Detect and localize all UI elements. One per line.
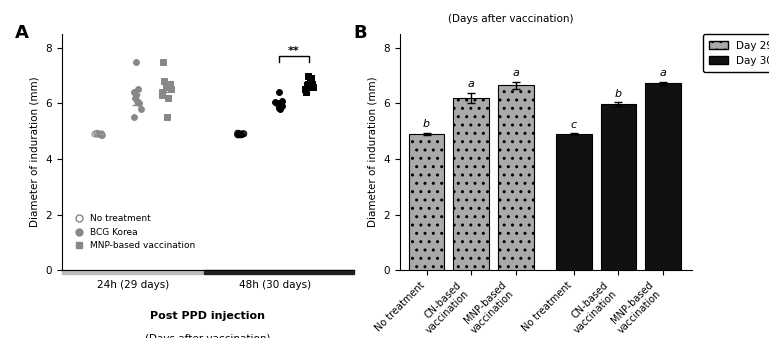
Point xyxy=(273,101,285,106)
Bar xyxy=(204,270,354,274)
Text: c: c xyxy=(571,120,577,129)
Point xyxy=(161,84,174,89)
Point xyxy=(130,92,142,98)
Point xyxy=(131,98,143,103)
Point xyxy=(238,131,250,137)
Point xyxy=(300,90,312,95)
Point xyxy=(233,132,245,138)
Text: a: a xyxy=(512,68,519,78)
Point xyxy=(161,95,174,100)
Point xyxy=(96,133,108,138)
Point xyxy=(95,131,108,137)
Point xyxy=(301,82,314,88)
Point xyxy=(276,103,288,109)
Point xyxy=(237,131,249,137)
Point xyxy=(273,90,285,95)
Point xyxy=(301,81,314,87)
Point xyxy=(233,131,245,137)
Point xyxy=(301,84,314,89)
Point xyxy=(91,131,103,137)
Point xyxy=(235,131,248,137)
Bar xyxy=(556,134,591,270)
Legend: No treatment, BCG Korea, MNP-based vaccination: No treatment, BCG Korea, MNP-based vacci… xyxy=(66,211,199,254)
Point xyxy=(95,131,108,137)
Point xyxy=(233,131,245,137)
Point xyxy=(133,101,145,106)
Text: b: b xyxy=(423,119,430,129)
Point xyxy=(161,115,173,120)
Point xyxy=(306,81,318,87)
Point xyxy=(95,132,108,138)
Point xyxy=(160,84,172,89)
Point xyxy=(164,81,176,87)
Bar xyxy=(62,270,204,274)
Text: a: a xyxy=(468,79,474,89)
Point xyxy=(269,99,281,105)
Point xyxy=(135,106,147,112)
Point xyxy=(276,98,288,103)
Point xyxy=(235,132,247,137)
Bar xyxy=(454,98,489,270)
Point xyxy=(232,131,245,137)
Bar xyxy=(645,83,681,270)
Text: **: ** xyxy=(288,46,300,55)
Point xyxy=(128,90,141,95)
Bar xyxy=(601,104,636,270)
Point xyxy=(130,59,142,64)
Point xyxy=(157,59,169,64)
Bar xyxy=(498,85,534,270)
Point xyxy=(92,131,105,137)
Point xyxy=(274,106,286,112)
Point xyxy=(128,115,141,120)
Point xyxy=(165,87,177,92)
Legend: Day 29, Day 30: Day 29, Day 30 xyxy=(703,34,769,72)
Point xyxy=(231,132,244,138)
Point xyxy=(156,90,168,95)
Text: b: b xyxy=(615,89,622,99)
Point xyxy=(231,130,244,136)
Point xyxy=(156,92,168,98)
Point xyxy=(158,78,170,84)
Point xyxy=(275,102,287,107)
Text: a: a xyxy=(660,68,667,78)
Text: (Days after vaccination): (Days after vaccination) xyxy=(145,334,271,338)
Y-axis label: Diameter of induration (mm): Diameter of induration (mm) xyxy=(368,77,378,227)
Point xyxy=(304,78,316,84)
Point xyxy=(96,133,108,138)
Point xyxy=(273,105,285,110)
Point xyxy=(94,132,106,137)
Point xyxy=(305,76,318,81)
Point xyxy=(301,73,314,78)
Point xyxy=(131,87,144,92)
Text: Post PPD injection: Post PPD injection xyxy=(150,311,265,321)
Text: (Days after vaccination): (Days after vaccination) xyxy=(448,14,574,24)
Point xyxy=(234,132,246,137)
Point xyxy=(235,132,248,138)
Point xyxy=(92,130,104,136)
Bar xyxy=(409,134,444,270)
Point xyxy=(88,131,101,137)
Point xyxy=(128,95,141,100)
Y-axis label: Diameter of induration (mm): Diameter of induration (mm) xyxy=(30,77,40,227)
Point xyxy=(299,87,311,92)
Text: B: B xyxy=(353,24,367,42)
Text: A: A xyxy=(15,24,28,42)
Point xyxy=(307,84,319,89)
